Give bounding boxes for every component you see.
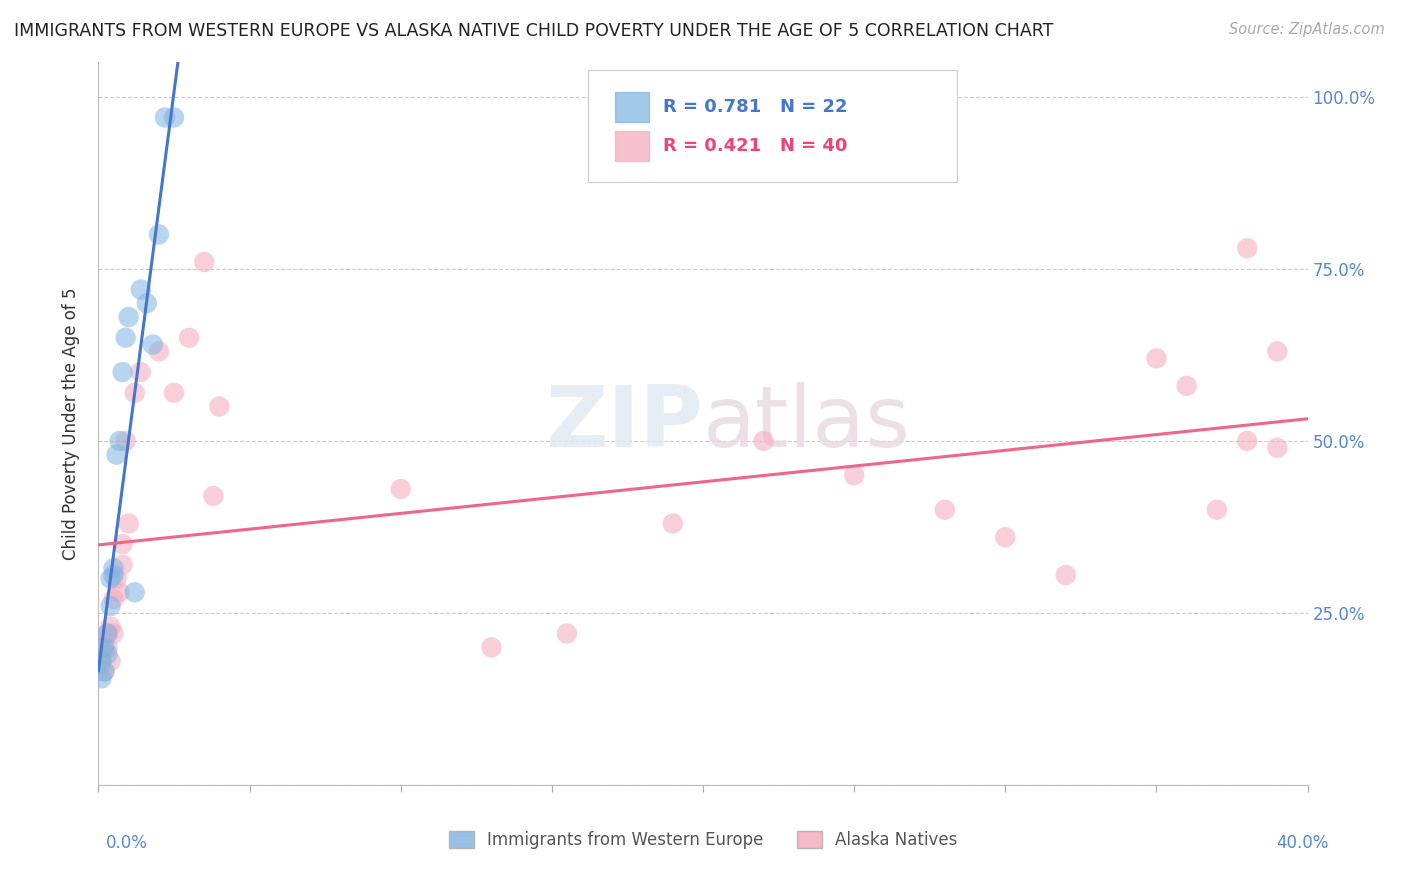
Point bbox=[90, 654, 112, 668]
Y-axis label: Child Poverty Under the Age of 5: Child Poverty Under the Age of 5 bbox=[62, 287, 80, 560]
Point bbox=[163, 111, 186, 125]
Point bbox=[208, 400, 231, 414]
Point bbox=[114, 434, 136, 448]
Point bbox=[108, 434, 131, 448]
Point bbox=[111, 558, 134, 572]
Point bbox=[1144, 351, 1167, 366]
Text: atlas: atlas bbox=[703, 382, 911, 466]
Point bbox=[118, 516, 141, 531]
Point bbox=[100, 599, 122, 613]
Point bbox=[103, 561, 125, 575]
Point bbox=[108, 585, 131, 599]
Point bbox=[994, 530, 1017, 544]
Point bbox=[90, 640, 112, 655]
Point bbox=[96, 626, 118, 640]
Text: R = 0.421   N = 40: R = 0.421 N = 40 bbox=[664, 137, 848, 155]
Text: R = 0.781   N = 22: R = 0.781 N = 22 bbox=[664, 98, 848, 116]
Point bbox=[481, 640, 503, 655]
Point bbox=[153, 111, 176, 125]
Point bbox=[129, 365, 152, 379]
Point bbox=[163, 385, 186, 400]
Point bbox=[103, 626, 125, 640]
Point bbox=[93, 665, 115, 679]
Bar bbox=[614, 92, 648, 122]
Point bbox=[135, 296, 157, 310]
Text: Source: ZipAtlas.com: Source: ZipAtlas.com bbox=[1229, 22, 1385, 37]
Text: IMMIGRANTS FROM WESTERN EUROPE VS ALASKA NATIVE CHILD POVERTY UNDER THE AGE OF 5: IMMIGRANTS FROM WESTERN EUROPE VS ALASKA… bbox=[14, 22, 1053, 40]
Point bbox=[124, 385, 146, 400]
Point bbox=[661, 516, 683, 531]
Point bbox=[111, 365, 134, 379]
Point bbox=[193, 255, 215, 269]
Point bbox=[1236, 241, 1258, 255]
Point bbox=[93, 640, 115, 655]
Point bbox=[142, 337, 165, 351]
Point bbox=[202, 489, 225, 503]
Point bbox=[179, 331, 201, 345]
Point bbox=[93, 665, 115, 679]
Point bbox=[90, 657, 112, 672]
Text: ZIP: ZIP bbox=[546, 382, 703, 466]
Point bbox=[103, 592, 125, 607]
Point bbox=[96, 647, 118, 661]
Point bbox=[105, 572, 128, 586]
Point bbox=[1267, 344, 1289, 359]
Text: 40.0%: 40.0% bbox=[1277, 834, 1329, 852]
Point bbox=[100, 620, 122, 634]
Point bbox=[96, 626, 118, 640]
FancyBboxPatch shape bbox=[588, 70, 957, 182]
Point bbox=[1054, 568, 1077, 582]
Point bbox=[105, 448, 128, 462]
Point bbox=[96, 640, 118, 655]
Point bbox=[148, 344, 170, 359]
Point bbox=[1236, 434, 1258, 448]
Point bbox=[148, 227, 170, 242]
Point bbox=[844, 468, 866, 483]
Point bbox=[118, 310, 141, 324]
Point bbox=[100, 572, 122, 586]
Point bbox=[90, 671, 112, 685]
Point bbox=[389, 482, 412, 496]
Point bbox=[124, 585, 146, 599]
Point bbox=[103, 568, 125, 582]
Point bbox=[1267, 441, 1289, 455]
Point bbox=[114, 331, 136, 345]
Point bbox=[1175, 379, 1198, 393]
Bar bbox=[614, 131, 648, 161]
Point bbox=[1206, 502, 1229, 516]
Legend: Immigrants from Western Europe, Alaska Natives: Immigrants from Western Europe, Alaska N… bbox=[441, 824, 965, 856]
Point bbox=[93, 644, 115, 658]
Text: 0.0%: 0.0% bbox=[105, 834, 148, 852]
Point bbox=[129, 283, 152, 297]
Point bbox=[934, 502, 956, 516]
Point bbox=[111, 537, 134, 551]
Point bbox=[100, 654, 122, 668]
Point bbox=[555, 626, 578, 640]
Point bbox=[752, 434, 775, 448]
